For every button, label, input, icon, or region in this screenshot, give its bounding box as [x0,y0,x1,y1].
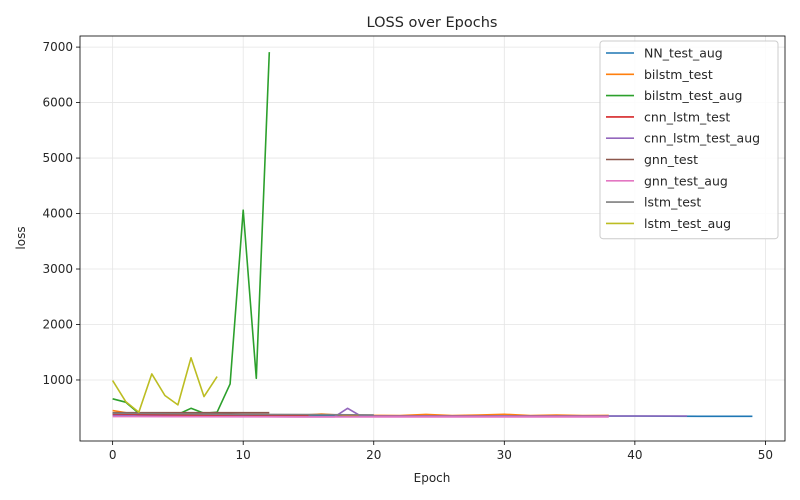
legend-label: bilstm_test [644,67,713,82]
legend-label: NN_test_aug [644,46,723,61]
legend-label: bilstm_test_aug [644,88,743,103]
x-tick-label: 40 [627,448,642,462]
legend-box [599,40,779,240]
plot-area-frame [79,35,786,442]
legend-label: lstm_test_aug [644,216,731,231]
x-tick-label: 10 [236,448,251,462]
y-tick-label: 5000 [42,151,73,165]
y-tick-label: 7000 [42,40,73,54]
legend: NN_test_aug bilstm_test bilstm_test_augcnn… [599,40,779,240]
legend-label: gnn_test [644,152,698,167]
series-lines [111,52,753,418]
y-tick-label: 3000 [42,262,73,276]
y-tick-label: 1000 [42,373,73,387]
legend-label: gnn_test_aug [644,173,728,188]
chart-title: LOSS over Epochs [367,15,498,31]
y-tick-label: 2000 [42,317,73,331]
y-axis-title: loss [14,226,28,249]
x-tick-label: 20 [366,448,381,462]
x-tick-label: 0 [109,448,117,462]
x-tick-label: 50 [758,448,773,462]
legend-label: lstm_test [644,195,701,210]
x-tick-label: 30 [497,448,512,462]
y-tick-label: 4000 [42,207,73,221]
series-line-lstm-test [112,412,374,416]
axis-ticks: 0 10 20 30 40 50 1000 2000 3000 4000 5000 6000 7000 [42,40,773,462]
y-tick-label: 6000 [42,96,73,110]
legend-label: cnn_lstm_test_aug [644,131,760,146]
series-line-cnn-lstm-test [112,413,309,417]
legend-label: cnn_lstm_test [644,109,730,124]
series-line-lstm-test-aug [111,356,218,414]
x-axis-title: Epoch [414,471,451,485]
